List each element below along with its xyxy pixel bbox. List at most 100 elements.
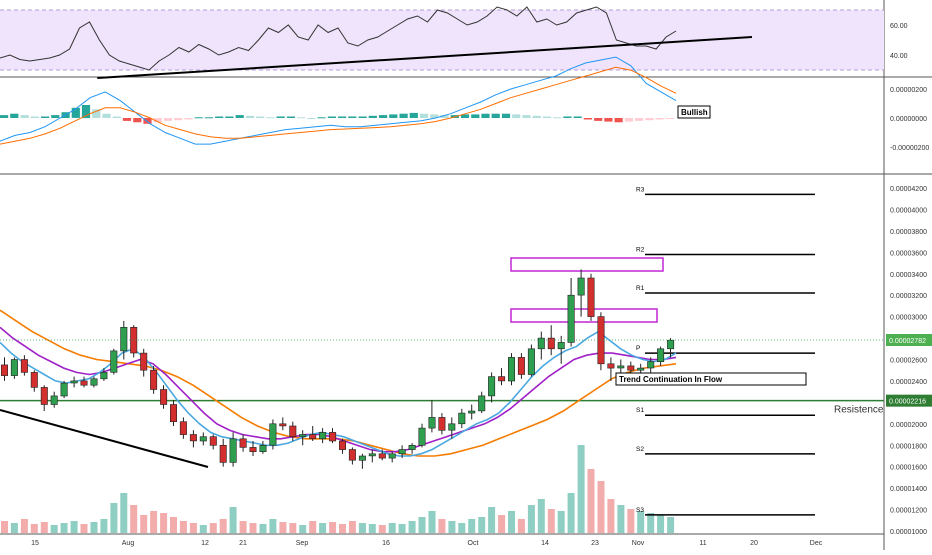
macd-histogram-bar [92,109,101,118]
x-tick-label: 21 [239,540,247,547]
price-tick-label: 0.00001800 [890,443,927,450]
last-price-tag [886,333,932,346]
volume-bar [229,507,237,533]
rsi-line [0,6,677,71]
candle-body [587,277,595,317]
volume-bar [100,519,108,533]
pivot-level-label: R2 [636,246,645,253]
macd-histogram-bar [624,118,633,122]
candle-body [468,410,476,414]
macd-histogram-bar [645,118,654,121]
volume-bar [279,522,287,533]
macd-histogram-bar [194,117,203,119]
candle-body [269,423,277,446]
candle-body [120,326,128,352]
candle-body [179,421,187,435]
candle-body [219,444,227,463]
candle-body [239,438,247,448]
volume-bar [10,523,18,533]
volume-bar [657,515,665,533]
candle-body [199,436,207,442]
volume-bar [587,469,595,533]
price-tick-label: 0.00002600 [890,358,927,365]
candle-body [577,277,585,296]
pivot-level-label: R3 [636,186,645,193]
macd-histogram-bar [102,113,111,118]
volume-bar [50,525,58,533]
volume-bar [170,517,177,533]
macd-histogram-bar [604,118,613,122]
candle-body [100,372,108,380]
macd-histogram-bar [307,118,316,119]
price-tick-label: 0.00001400 [890,486,927,493]
macd-histogram-bar [20,115,29,118]
macd-tick-label: 0.00000200 [890,87,927,94]
price-tick-label: 0.00003000 [890,315,927,322]
pivot-level-label: P [636,345,640,352]
candle-body [140,352,148,371]
macd-histogram-bar [481,113,490,118]
macd-histogram-bar [297,117,306,119]
macd-histogram-bar [225,116,234,118]
macd-histogram-bar [122,118,132,121]
volume-bar [110,503,118,533]
macd-histogram-bar [614,118,623,123]
candle-body [637,367,645,371]
macd-histogram-bar [563,116,572,118]
macd-histogram-bar [338,116,347,118]
volume-bar [189,523,197,533]
candle-body [289,425,297,437]
macd-histogram-bar [41,116,50,118]
resistance-price-tag [886,394,932,407]
candle-body [130,326,138,354]
volume-bar [567,493,575,533]
price-tick-label: 0.00003200 [890,293,927,300]
volume-bar [80,524,88,533]
volume-bar [368,524,376,533]
candle-body [40,387,48,405]
macd-histogram-bar [81,105,91,119]
x-tick-label: 15 [31,540,39,547]
volume-bar [70,521,78,533]
volume-bar [259,524,267,533]
last-price-label: 0.00002782 [889,338,926,345]
volume-bar [378,525,386,533]
volume-bar [488,507,496,533]
volume-bar [339,524,346,533]
supply-zone-lower [510,308,658,323]
candle-body [617,365,625,369]
rsi-band [0,10,884,70]
volume-bar [348,521,356,533]
candle-body [30,372,38,388]
candle-body [309,434,317,440]
volume-bar [239,521,247,533]
volume-bar [140,515,148,533]
macd-histogram-bar [655,118,664,120]
x-tick-label: 16 [382,540,390,547]
candle-body [567,294,575,343]
candle-body [647,361,655,369]
candle-body [517,357,525,375]
candle-body [527,348,535,375]
candle-body [60,382,68,397]
macd-histogram-bar [266,117,275,119]
volume-bar [537,499,545,533]
candle-body [368,453,376,457]
candle-body [150,369,158,390]
candle-body [657,348,665,362]
price-tick-label: 0.00001200 [890,508,927,515]
x-tick-label: Nov [632,540,645,547]
candle-body [667,339,675,350]
volume-bar [329,522,337,533]
macd-histogram-bar [51,115,60,118]
candle-body [388,453,396,459]
macd-histogram-bar [573,116,582,118]
candle-body [170,404,178,423]
volume-bar [319,523,327,533]
candle-body [607,363,615,369]
volume-bar [577,445,585,533]
volume-bar [398,524,406,533]
macd-histogram-bar [276,116,285,118]
